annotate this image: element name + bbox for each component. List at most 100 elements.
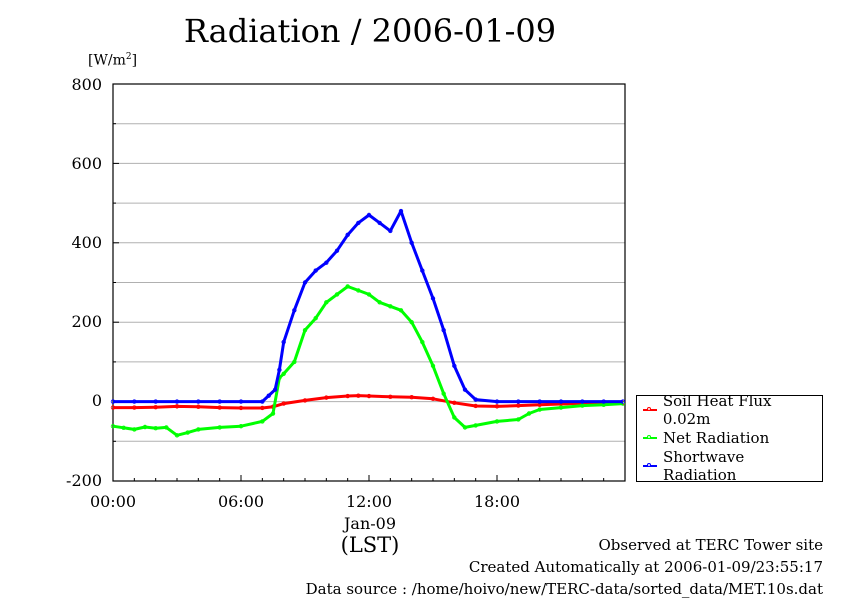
footer-created: Created Automatically at 2006-01-09/23:5… [468, 558, 823, 576]
data-point [398, 208, 404, 214]
data-point [153, 404, 158, 410]
y-tick-label: 0 [91, 391, 102, 410]
data-point [452, 363, 457, 369]
legend-label: Shortwave Radiation [662, 448, 745, 484]
data-point [409, 395, 414, 400]
data-point [388, 228, 393, 234]
data-point [260, 419, 265, 424]
data-point [558, 405, 564, 410]
x-tick-label: 06:00 [217, 492, 265, 511]
data-point [185, 430, 190, 435]
data-point [494, 404, 500, 409]
data-point [217, 405, 222, 410]
data-point [174, 399, 180, 404]
data-point [270, 411, 276, 416]
footer-source: Data source : /home/hoivo/new/TERC-data/… [305, 580, 823, 598]
data-point [388, 394, 393, 400]
data-point [217, 399, 222, 404]
y-tick-label: 200 [71, 312, 102, 331]
y-axis-unit-open: [W/m [88, 52, 126, 69]
y-axis-unit-close: ] [131, 52, 138, 69]
data-point [537, 399, 542, 404]
data-point [132, 427, 137, 432]
data-point [292, 308, 297, 313]
data-point [430, 363, 436, 369]
data-point [388, 304, 393, 309]
x-date-label: Jan-09 [343, 514, 397, 533]
data-point [121, 425, 126, 431]
data-point [580, 399, 585, 404]
legend-item: Shortwave Radiation [643, 448, 822, 484]
data-point [430, 396, 436, 402]
y-tick-label: 800 [71, 75, 102, 94]
data-point [334, 292, 340, 297]
data-point [196, 404, 201, 409]
data-point [452, 415, 457, 420]
data-point [302, 280, 308, 285]
y-axis-unit: [W/m2] [88, 52, 137, 69]
data-point [132, 399, 137, 404]
legend-label: Soil Heat Flux 0.02m [662, 392, 772, 428]
data-point [281, 339, 286, 345]
data-point [452, 400, 457, 405]
legend-item: Net Radiation [643, 428, 769, 448]
data-point [494, 419, 500, 424]
data-point [272, 387, 278, 392]
data-point [377, 300, 382, 305]
data-point [420, 268, 425, 273]
data-point [516, 417, 521, 422]
data-point [292, 359, 297, 365]
data-point [356, 393, 361, 398]
data-point [441, 327, 446, 333]
legend-swatch [643, 407, 657, 411]
series-line [113, 394, 623, 410]
data-point [462, 425, 468, 430]
data-point [238, 399, 244, 404]
data-point [260, 405, 265, 411]
data-point [217, 425, 222, 430]
data-point [281, 401, 286, 406]
data-point [356, 288, 361, 293]
data-point [238, 405, 244, 411]
data-point [142, 424, 148, 430]
data-point [324, 300, 329, 305]
data-point [110, 399, 116, 404]
data-point [345, 393, 350, 399]
data-point [516, 399, 521, 404]
data-point [153, 399, 158, 404]
data-point [153, 425, 158, 431]
chart-title: Radiation / 2006-01-09 [183, 12, 557, 50]
data-point [430, 296, 436, 301]
data-point [473, 423, 478, 428]
data-point [313, 268, 318, 273]
x-axis-label: (LST) [340, 533, 400, 557]
data-point [526, 411, 532, 416]
legend-item: Soil Heat Flux 0.02m [643, 392, 822, 428]
data-point [277, 367, 282, 373]
data-point [260, 399, 265, 404]
data-point [377, 220, 382, 226]
data-point [366, 393, 372, 399]
data-point [324, 395, 329, 400]
legend-label: Net Radiation [663, 429, 770, 447]
data-point [473, 397, 478, 402]
data-point [196, 399, 201, 404]
data-point [601, 399, 606, 404]
data-point [462, 387, 468, 392]
data-point [420, 339, 425, 345]
data-point [398, 308, 404, 313]
data-point [409, 240, 414, 245]
data-point [366, 212, 372, 218]
y-tick-label: 600 [71, 154, 102, 173]
data-point [345, 232, 350, 238]
data-point [266, 393, 271, 398]
footer-site: Observed at TERC Tower site [598, 536, 823, 554]
legend-swatch [643, 463, 657, 467]
data-point [132, 405, 137, 410]
x-tick-label: 12:00 [345, 492, 393, 511]
data-point [537, 407, 542, 412]
data-point [302, 398, 308, 403]
y-tick-label: -200 [66, 471, 102, 490]
data-point [558, 399, 564, 404]
